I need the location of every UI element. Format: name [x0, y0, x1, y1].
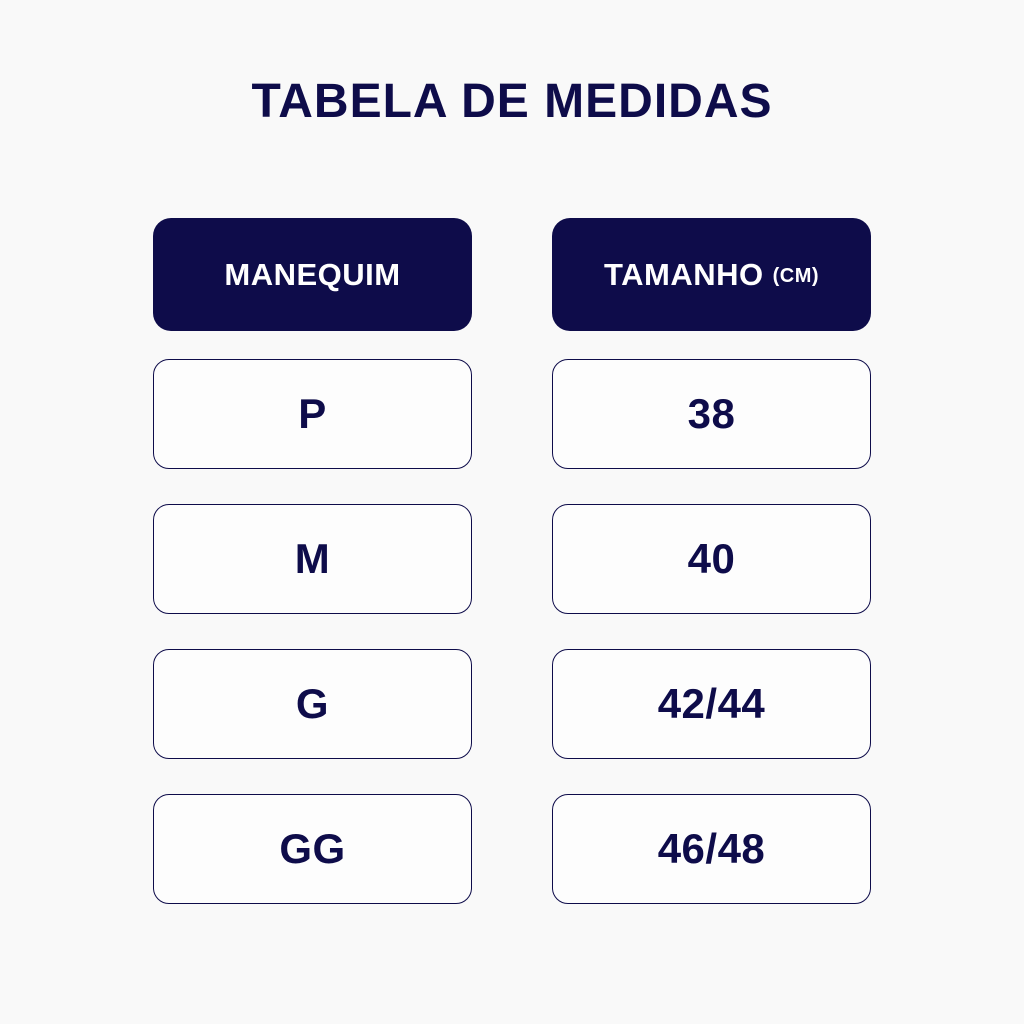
manequim-m-cell: M — [153, 504, 472, 614]
column-manequim: MANEQUIM P M G GG — [153, 218, 472, 939]
manequim-g-cell: G — [153, 649, 472, 759]
column-header-tamanho-unit: (CM) — [772, 265, 820, 287]
column-header-manequim: MANEQUIM — [153, 218, 472, 331]
manequim-p-cell: P — [153, 359, 472, 469]
page-title: TABELA DE MEDIDAS — [251, 75, 773, 128]
tamanho-p-cell: 38 — [552, 359, 871, 469]
column-header-manequim-label: MANEQUIM — [224, 256, 401, 292]
tamanho-gg-cell: 46/48 — [552, 794, 871, 904]
tamanho-g-cell: 42/44 — [552, 649, 871, 759]
column-header-tamanho: TAMANHO (CM) — [552, 218, 871, 331]
column-header-tamanho-label: TAMANHO — [603, 256, 764, 292]
column-tamanho: TAMANHO (CM) 38 40 42/44 46/48 — [552, 218, 871, 939]
tamanho-m-cell: 40 — [552, 504, 871, 614]
size-table: MANEQUIM P M G GG TAMANHO (CM) 38 40 42/… — [0, 218, 1024, 939]
manequim-gg-cell: GG — [153, 794, 472, 904]
